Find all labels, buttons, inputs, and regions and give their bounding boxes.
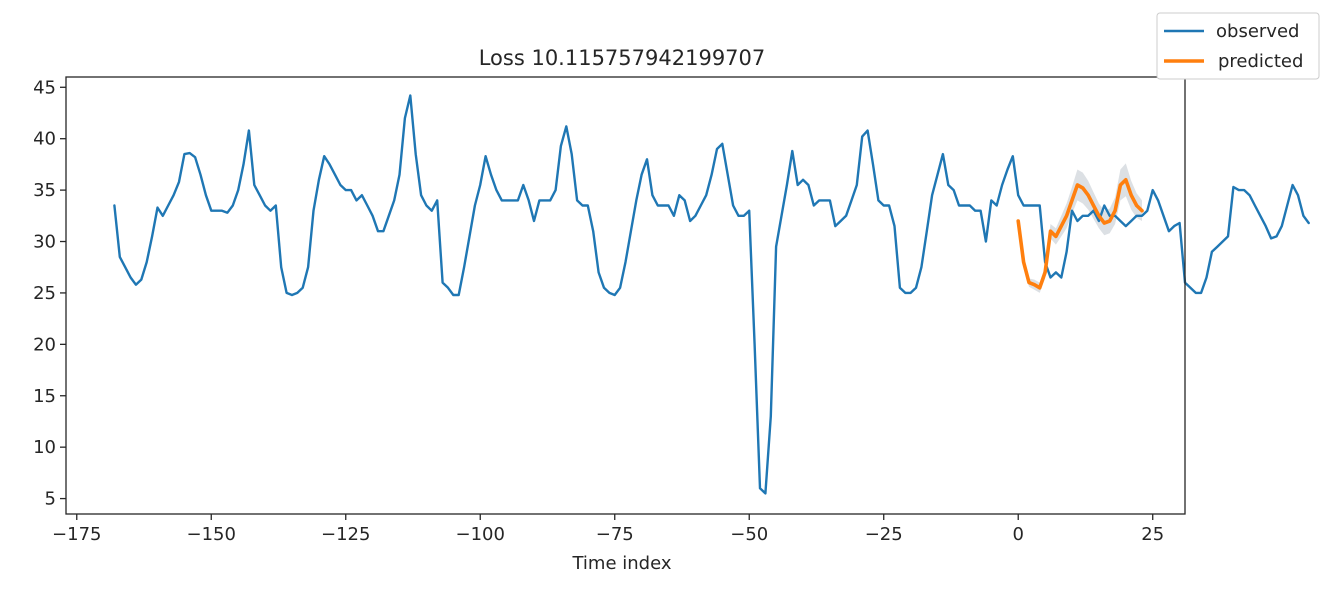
x-tick-label: −175 [52,524,101,545]
x-tick-label: −150 [187,524,236,545]
x-tick-label: 0 [1012,524,1023,545]
y-tick-label: 20 [33,334,56,355]
y-tick-label: 15 [33,386,56,407]
legend-label-predicted: predicted [1218,51,1303,72]
x-tick-label: −125 [321,524,370,545]
x-tick-label: 25 [1141,524,1164,545]
y-tick-label: 10 [33,437,56,458]
chart-title: Loss 10.115757942199707 [479,46,766,70]
series-layer [113,94,1310,495]
prediction-uncertainty-band [1018,163,1142,293]
series-line-predicted [1016,178,1144,290]
y-tick-label: 40 [33,129,56,150]
x-tick-label: −50 [730,524,768,545]
y-tick-label: 25 [33,283,56,304]
y-tick-label: 30 [33,232,56,253]
x-tick-label: −25 [865,524,903,545]
x-tick-label: −75 [596,524,634,545]
x-axis: −175 −150 −125 −100 −75 −50 −25 0 25 [52,514,1164,545]
y-tick-label: 35 [33,180,56,201]
y-tick-label: 45 [33,77,56,98]
series-line-observed [113,94,1310,495]
axes-frame [65,76,1186,515]
y-axis: 5 10 15 20 25 30 35 40 45 [33,77,66,510]
y-tick-label: 5 [45,489,56,510]
x-axis-label: Time index [571,553,671,574]
legend-label-observed: observed [1216,21,1299,42]
x-tick-label: −100 [456,524,505,545]
predicted-band [1018,163,1142,293]
legend: observed predicted [1156,12,1320,80]
